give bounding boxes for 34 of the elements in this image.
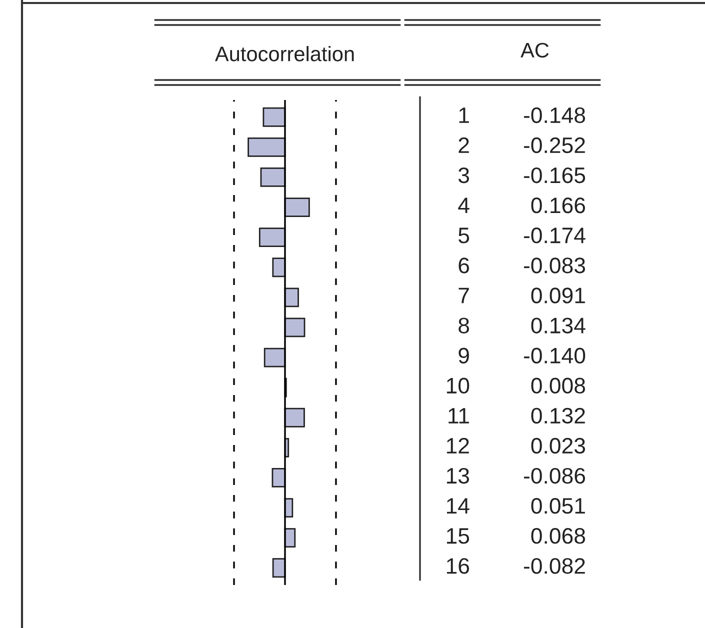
data-label: -0.252 (524, 137, 585, 154)
y-tick-label: 3 (458, 167, 470, 184)
y-tick-label: 7 (458, 288, 469, 304)
data-label: -0.165 (524, 167, 586, 184)
y-tick-label: 12 (446, 438, 469, 454)
data-label: -0.140 (524, 348, 586, 364)
data-label: 0.023 (531, 438, 586, 454)
data-label: 0.166 (531, 198, 586, 214)
data-label: 0.051 (531, 498, 585, 514)
text: AC (520, 42, 549, 58)
data-label: 0.008 (531, 378, 586, 394)
data-label: 0.068 (531, 528, 586, 544)
data-label: 0.134 (531, 318, 586, 334)
data-label: 0.091 (531, 288, 585, 304)
y-tick-label: 8 (458, 318, 470, 334)
y-tick-label: 5 (458, 228, 470, 244)
x-axis-title: Autocorrelation (214, 46, 354, 62)
y-tick-label: 10 (446, 378, 470, 394)
y-tick-label: 14 (446, 498, 470, 514)
y-tick-label: 1 (459, 108, 469, 123)
data-label: 0.132 (531, 408, 585, 424)
y-tick-label: 9 (458, 348, 469, 364)
y-tick-label: 4 (458, 198, 470, 214)
data-label: -0.174 (524, 228, 586, 244)
data-label: -0.148 (524, 107, 586, 124)
y-tick-label: 16 (446, 558, 470, 574)
y-tick-label: 15 (446, 528, 470, 544)
y-tick-label: 6 (458, 258, 470, 274)
data-label: -0.086 (524, 468, 586, 484)
y-tick-label: 2 (458, 137, 469, 153)
y-tick-label: 13 (446, 468, 470, 484)
data-label: -0.083 (524, 258, 586, 274)
y-tick-label: 11 (448, 408, 469, 424)
data-label: -0.082 (524, 558, 585, 574)
